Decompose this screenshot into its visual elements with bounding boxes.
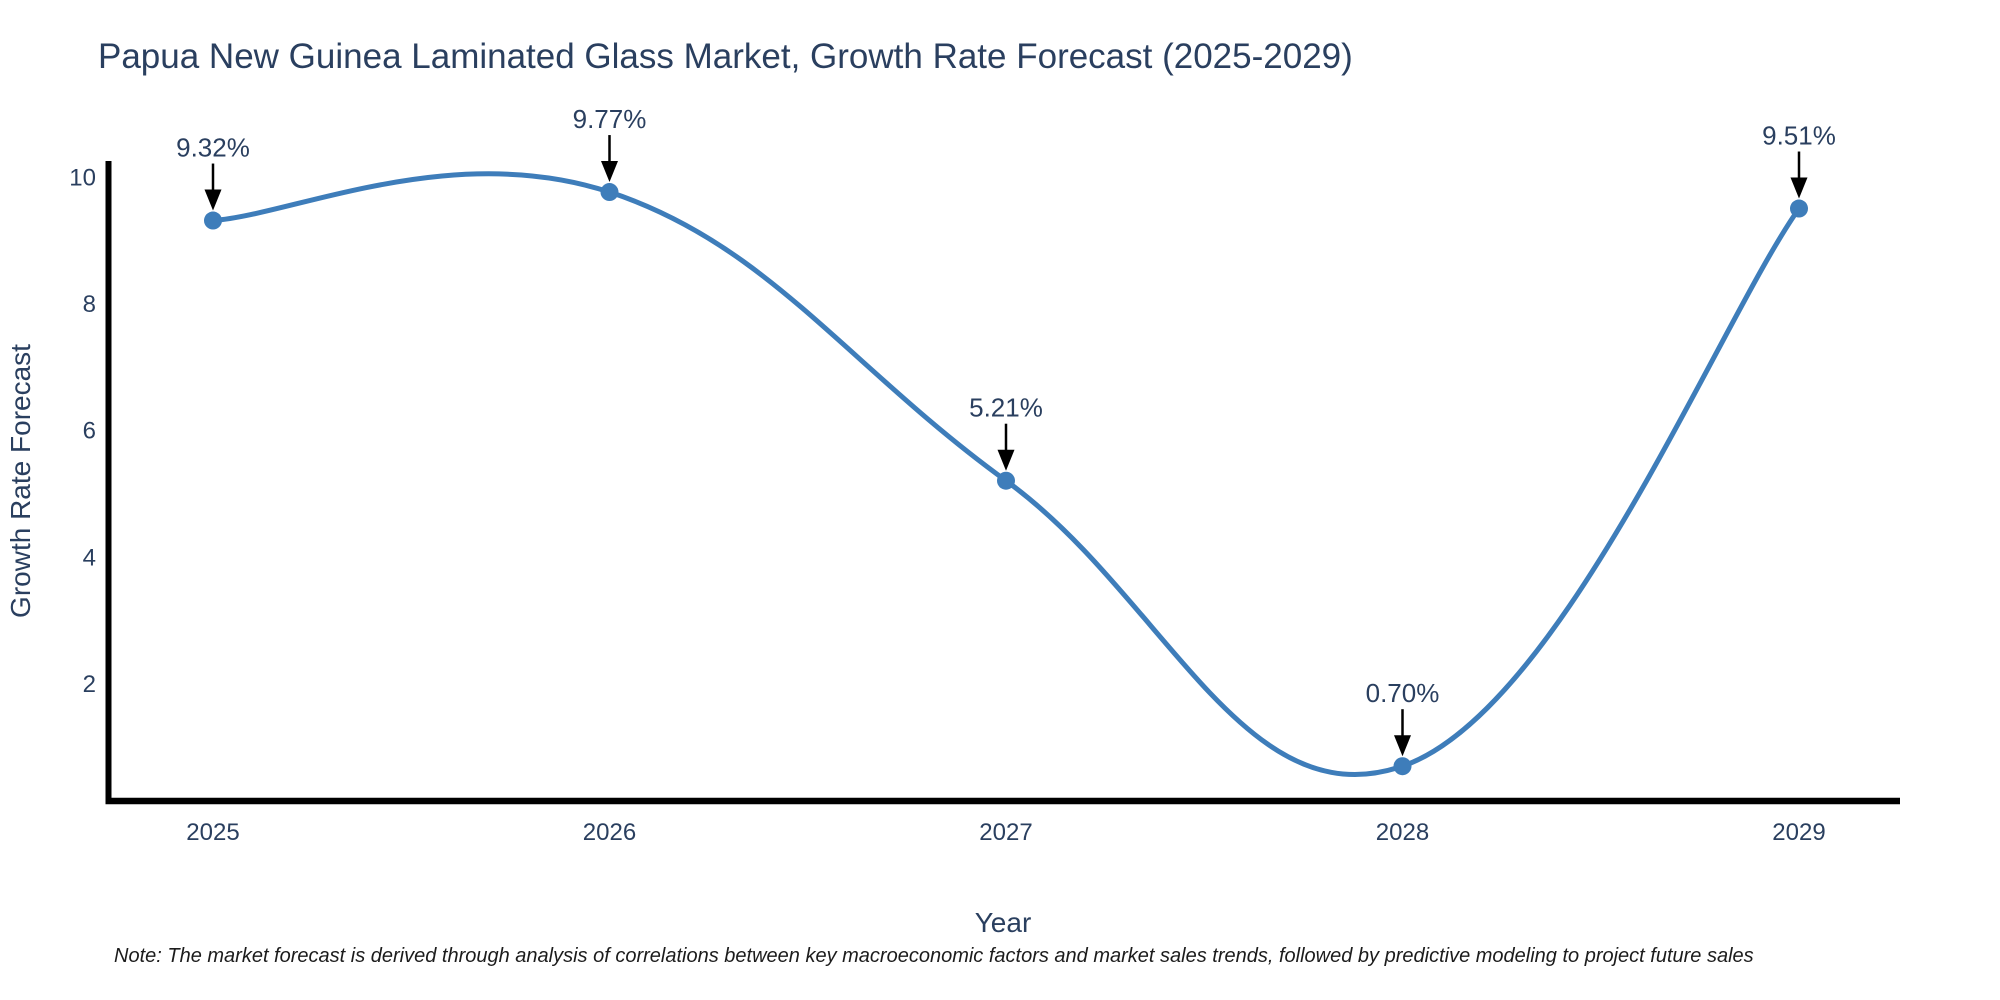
x-tick-label: 2027 (979, 819, 1032, 846)
data-point-2027[interactable] (997, 471, 1015, 490)
annotation-arrow-head (601, 161, 618, 183)
annotation-arrow-head (997, 449, 1015, 471)
x-tick-label: 2028 (1376, 819, 1429, 846)
data-point-label: 0.70% (1366, 678, 1440, 708)
data-point-2028[interactable] (1393, 757, 1412, 776)
y-tick-label: 2 (83, 671, 96, 698)
annotation-arrow-head (1790, 177, 1808, 199)
data-point-2025[interactable] (204, 211, 222, 230)
data-point-label: 5.21% (969, 393, 1043, 423)
chart-title: Papua New Guinea Laminated Glass Market,… (98, 37, 1353, 76)
data-point-label: 9.32% (176, 133, 250, 163)
data-point-2026[interactable] (600, 183, 619, 202)
annotation-arrow-head (204, 189, 222, 211)
data-point-label: 9.51% (1762, 121, 1836, 151)
x-axis-title: Year (975, 907, 1032, 938)
y-axis-title: Growth Rate Forecast (5, 344, 36, 618)
data-point-2029[interactable] (1790, 199, 1808, 218)
y-tick-label: 6 (83, 418, 96, 445)
x-tick-label: 2029 (1772, 819, 1825, 846)
x-tick-label: 2026 (583, 819, 636, 846)
x-tick-label: 2025 (186, 819, 239, 846)
data-point-label: 9.77% (573, 104, 647, 134)
y-tick-label: 8 (83, 291, 96, 318)
y-tick-label: 10 (69, 165, 96, 192)
annotation-arrow-head (1394, 735, 1411, 757)
y-tick-label: 4 (83, 544, 96, 571)
forecast-line (210, 171, 1802, 777)
footnote: Note: The market forecast is derived thr… (114, 945, 1754, 967)
